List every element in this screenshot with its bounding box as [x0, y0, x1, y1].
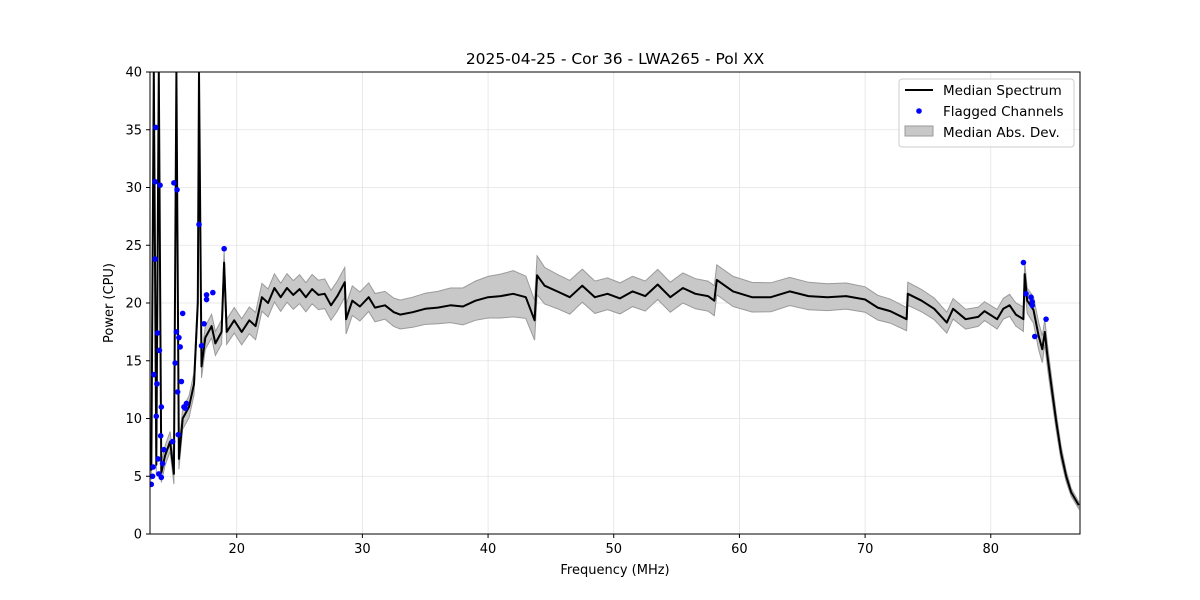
x-axis-label: Frequency (MHz) — [560, 563, 669, 578]
flagged-channel-point — [154, 381, 160, 387]
flagged-channel-point — [210, 289, 216, 296]
x-tick-label: 30 — [354, 542, 371, 557]
chart-title: 2025-04-25 - Cor 36 - LWA265 - Pol XX — [466, 50, 765, 68]
flagged-channel-point — [161, 446, 167, 453]
axes: 20 30 40 50 60 70 80 0 5 10 15 20 25 30 35 40 — [125, 66, 1081, 557]
flagged-channel-point — [152, 124, 159, 131]
flagged-channel-point — [155, 456, 161, 462]
flagged-channel-point — [183, 400, 190, 407]
flagged-channel-point — [1028, 294, 1034, 301]
x-tick-label: 70 — [857, 542, 874, 557]
flagged-channel-point — [152, 178, 158, 185]
flagged-channel-point — [178, 378, 185, 385]
flagged-channel-point — [201, 320, 207, 327]
flagged-channel-point — [157, 433, 164, 439]
flagged-channel-point — [150, 371, 157, 378]
flagged-channel-point — [152, 256, 158, 262]
flagged-channel-point — [1023, 290, 1029, 297]
y-tick-label: 25 — [125, 239, 142, 254]
flagged-channel-point — [159, 460, 166, 467]
flagged-channel-point — [176, 334, 182, 341]
x-tick-label: 40 — [480, 542, 497, 557]
flagged-channel-point — [169, 438, 176, 445]
y-tick-label: 0 — [134, 528, 142, 543]
legend-box — [898, 78, 1075, 148]
flagged-channel-point — [157, 182, 163, 188]
x-tick-label: 20 — [228, 542, 245, 557]
flagged-channel-point — [150, 473, 156, 480]
flagged-channel-point — [203, 296, 210, 303]
flagged-channel-point — [1031, 333, 1038, 340]
flagged-channel-point — [198, 342, 205, 349]
median-spectrum-line — [150, 72, 1080, 506]
flagged-channel-point — [156, 347, 163, 354]
flagged-channel-point — [1043, 316, 1049, 322]
y-tick-label: 40 — [125, 66, 142, 81]
flagged-channel-point — [174, 389, 181, 395]
x-tick-label: 60 — [731, 542, 748, 557]
y-tick-label: 30 — [125, 181, 142, 196]
flagged-channel-point — [174, 187, 180, 193]
flagged-channel-point — [154, 330, 161, 336]
legend-patch-icon — [904, 125, 934, 137]
legend-label: Median Abs. Dev. — [943, 125, 1060, 141]
flagged-channel-point — [172, 360, 178, 366]
median-abs-dev-band — [150, 72, 1080, 511]
legend-marker-icon — [916, 108, 922, 114]
flagged-channel-point — [182, 405, 188, 411]
y-tick-label: 5 — [134, 470, 142, 485]
plot-area — [150, 72, 1080, 511]
flagged-channel-point — [171, 180, 177, 186]
flagged-channel-point — [1029, 302, 1036, 309]
flagged-channel-point — [158, 474, 165, 481]
flagged-channel-point — [175, 431, 182, 438]
y-tick-label: 35 — [125, 123, 142, 138]
flagged-channel-point — [177, 344, 183, 350]
y-tick-label: 15 — [125, 354, 142, 369]
legend: Median Spectrum Flagged Channels Median Ab… — [898, 78, 1075, 148]
flagged-channel-point — [153, 413, 160, 419]
x-tick-label: 50 — [605, 542, 622, 557]
flagged-channel-point — [173, 329, 180, 335]
legend-label: Median Spectrum — [943, 83, 1062, 99]
flagged-channel-point — [158, 404, 165, 410]
y-axis-label: Power (CPU) — [102, 263, 117, 343]
flagged-channel-point — [203, 292, 210, 298]
flagged-channel-point — [196, 221, 202, 228]
flagged-channel-point — [1020, 259, 1027, 266]
x-tick-label: 80 — [982, 542, 999, 557]
flagged-channel-point — [221, 245, 227, 252]
y-tick-label: 10 — [125, 412, 142, 427]
flagged-channel-point — [150, 481, 155, 488]
flagged-channel-point — [150, 464, 156, 470]
legend-label: Flagged Channels — [943, 104, 1064, 120]
y-tick-label: 20 — [125, 297, 142, 312]
flagged-channel-point — [179, 310, 186, 317]
